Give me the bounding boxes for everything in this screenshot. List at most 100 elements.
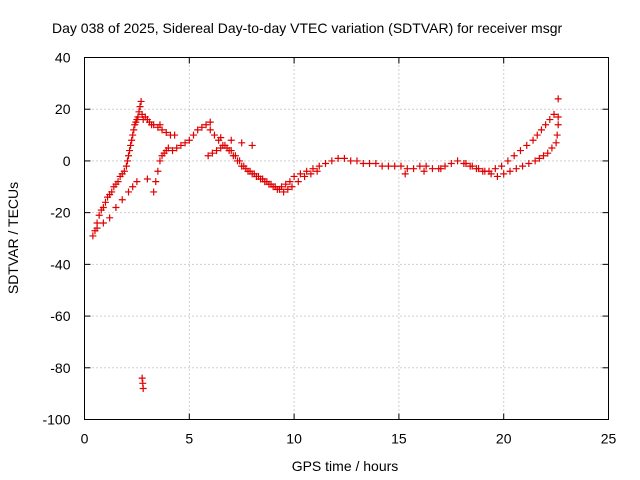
data-point	[416, 162, 424, 170]
data-point	[286, 178, 294, 186]
data-point	[112, 203, 120, 211]
data-point	[422, 162, 430, 170]
data-point	[133, 178, 141, 186]
data-point	[410, 165, 418, 173]
data-point	[284, 185, 292, 193]
data-point	[108, 188, 116, 196]
data-point	[125, 188, 133, 196]
data-point	[138, 374, 146, 382]
data-point	[156, 121, 164, 129]
data-point	[301, 172, 309, 180]
data-point	[177, 141, 185, 149]
data-point	[554, 113, 562, 121]
data-point	[322, 160, 330, 168]
data-point	[307, 170, 315, 178]
data-point	[462, 160, 470, 168]
data-point	[263, 178, 271, 186]
data-point	[248, 141, 256, 149]
data-point	[529, 136, 537, 144]
data-point	[550, 110, 558, 118]
data-point	[134, 113, 142, 121]
data-point	[290, 172, 298, 180]
data-point	[169, 147, 177, 155]
data-point	[213, 147, 221, 155]
data-point	[548, 144, 556, 152]
data-point	[309, 165, 317, 173]
y-tick-label: 40	[55, 50, 71, 66]
data-point	[512, 165, 520, 173]
data-point	[254, 172, 262, 180]
data-point	[391, 162, 399, 170]
grid-lines	[84, 57, 609, 420]
data-point	[504, 157, 512, 165]
data-point	[428, 165, 436, 173]
data-point	[544, 149, 552, 157]
data-point	[542, 121, 550, 129]
data-point	[296, 170, 304, 178]
data-point	[525, 160, 533, 168]
data-point	[359, 160, 367, 168]
data-point	[531, 157, 539, 165]
data-point	[347, 157, 355, 165]
data-point	[173, 144, 181, 152]
data-point	[128, 136, 136, 144]
data-point	[123, 157, 131, 165]
data-point	[136, 103, 144, 111]
data-point	[401, 170, 409, 178]
data-point	[221, 141, 229, 149]
data-point	[185, 136, 193, 144]
data-point	[500, 170, 508, 178]
data-point	[447, 160, 455, 168]
data-point	[250, 170, 258, 178]
x-axis-label: GPS time / hours	[292, 458, 399, 474]
data-point	[101, 198, 109, 206]
data-point	[475, 165, 483, 173]
data-point	[198, 123, 206, 131]
data-point	[523, 141, 531, 149]
data-point	[280, 188, 288, 196]
data-point	[288, 183, 296, 191]
data-point	[189, 131, 197, 139]
data-point	[271, 183, 279, 191]
data-point	[162, 128, 170, 136]
data-point	[154, 167, 162, 175]
data-point	[210, 131, 218, 139]
x-tick-labels: 0 5 10 15 20 25	[81, 431, 617, 447]
data-point	[129, 183, 137, 191]
data-point	[143, 175, 151, 183]
data-point	[238, 162, 246, 170]
x-tick-label: 0	[81, 431, 89, 447]
data-point	[118, 196, 126, 204]
y-tick-label: -20	[50, 205, 70, 221]
data-point	[150, 121, 158, 129]
y-tick-label: -60	[50, 308, 70, 324]
data-point	[487, 170, 495, 178]
data-point	[125, 152, 133, 160]
data-point	[93, 224, 101, 232]
data-point	[126, 147, 134, 155]
data-point	[164, 144, 172, 152]
data-point	[259, 175, 267, 183]
data-point	[156, 157, 164, 165]
data-point	[152, 178, 160, 186]
data-point	[334, 154, 342, 162]
data-point	[122, 162, 130, 170]
data-point	[420, 167, 428, 175]
data-point	[204, 152, 212, 160]
y-tick-label: -40	[50, 256, 70, 272]
data-point	[328, 157, 336, 165]
data-point	[353, 157, 361, 165]
x-tick-label: 25	[601, 431, 617, 447]
data-point	[238, 139, 246, 147]
data-point	[194, 126, 202, 134]
x-tick-label: 15	[391, 431, 407, 447]
y-tick-label: 20	[55, 101, 71, 117]
data-point	[540, 152, 548, 160]
data-point	[546, 116, 554, 124]
data-point	[533, 131, 541, 139]
data-point	[554, 121, 562, 129]
data-point	[120, 167, 128, 175]
data-point	[242, 165, 250, 173]
